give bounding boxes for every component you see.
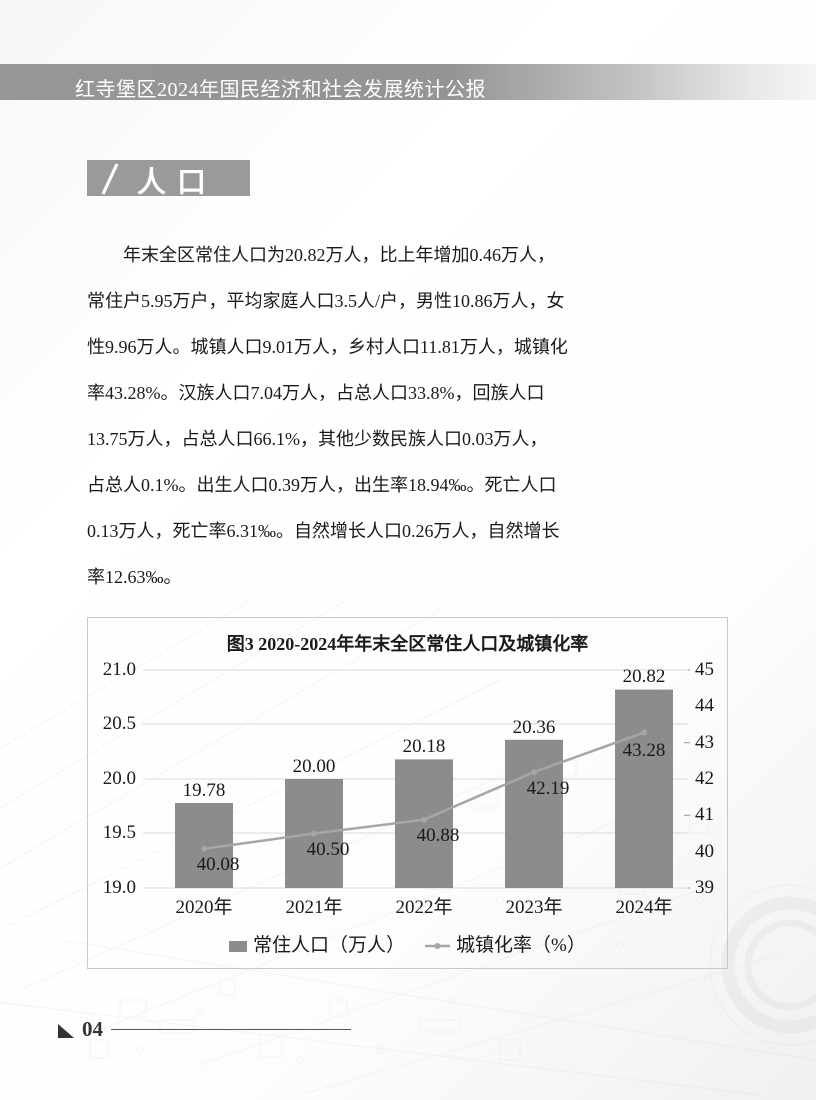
svg-text:43: 43 [695, 732, 714, 753]
svg-text:20.36: 20.36 [513, 717, 556, 738]
svg-text:20.82: 20.82 [623, 666, 666, 687]
svg-text:19.0: 19.0 [103, 877, 136, 898]
svg-text:19.5: 19.5 [103, 822, 136, 843]
svg-text:44: 44 [695, 695, 715, 716]
svg-text:21.0: 21.0 [103, 659, 136, 680]
svg-text:常住人口（万人）: 常住人口（万人） [253, 934, 405, 956]
svg-text:41: 41 [695, 804, 714, 825]
svg-text:43.28: 43.28 [623, 740, 666, 761]
svg-text:20.5: 20.5 [103, 713, 136, 734]
svg-text:39: 39 [695, 877, 714, 898]
svg-text:42: 42 [695, 768, 714, 789]
svg-text:2020年: 2020年 [175, 896, 232, 918]
svg-text:40: 40 [695, 841, 714, 862]
svg-text:42.19: 42.19 [527, 778, 570, 799]
svg-text:19.78: 19.78 [183, 780, 226, 801]
svg-text:45: 45 [695, 659, 714, 680]
svg-text:40.08: 40.08 [197, 854, 240, 875]
svg-text:2022年: 2022年 [395, 896, 452, 918]
svg-text:40.88: 40.88 [417, 825, 460, 846]
svg-text:2024年: 2024年 [615, 896, 672, 918]
svg-text:40.50: 40.50 [307, 839, 350, 860]
svg-text:2023年: 2023年 [505, 896, 562, 918]
svg-text:城镇化率（%）: 城镇化率（%） [456, 934, 586, 956]
svg-text:2021年: 2021年 [285, 896, 342, 918]
svg-text:20.0: 20.0 [103, 768, 136, 789]
svg-text:20.00: 20.00 [293, 756, 336, 777]
svg-text:20.18: 20.18 [403, 736, 446, 757]
